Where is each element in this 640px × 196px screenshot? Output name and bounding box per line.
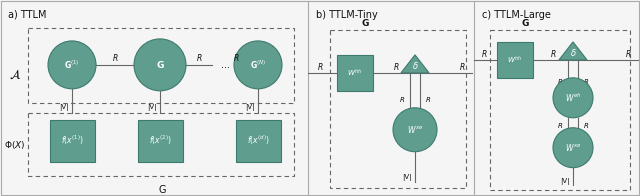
Circle shape <box>134 39 186 91</box>
Text: R: R <box>557 123 563 129</box>
Text: R: R <box>584 79 588 85</box>
Text: R: R <box>460 63 465 72</box>
Text: R: R <box>394 63 399 72</box>
Polygon shape <box>401 55 429 73</box>
Text: $W^{eh}$: $W^{eh}$ <box>564 92 581 104</box>
Text: $W^{xe}$: $W^{xe}$ <box>564 142 581 153</box>
FancyBboxPatch shape <box>337 55 373 91</box>
Text: c) TTLM-Large: c) TTLM-Large <box>482 10 551 20</box>
FancyBboxPatch shape <box>497 42 533 78</box>
FancyBboxPatch shape <box>50 120 95 162</box>
Text: $\mathbf{G}^{(N)}$: $\mathbf{G}^{(N)}$ <box>250 59 266 71</box>
Circle shape <box>553 128 593 168</box>
Text: R: R <box>550 50 556 59</box>
Text: $\mathcal{A}$: $\mathcal{A}$ <box>9 68 21 82</box>
Text: G: G <box>522 19 529 28</box>
Text: $f(x^{(1)})$: $f(x^{(1)})$ <box>61 134 83 147</box>
Text: |V|: |V| <box>561 178 570 185</box>
Text: b) TTLM-Tiny: b) TTLM-Tiny <box>316 10 378 20</box>
Circle shape <box>393 108 437 152</box>
Circle shape <box>48 41 96 89</box>
Text: $W^{hh}$: $W^{hh}$ <box>348 67 363 79</box>
FancyBboxPatch shape <box>236 120 281 162</box>
Text: |V|: |V| <box>246 104 255 111</box>
Text: G: G <box>158 185 166 195</box>
Text: $\delta$: $\delta$ <box>570 47 577 58</box>
Text: R: R <box>113 54 118 63</box>
Text: $W^{hh}$: $W^{hh}$ <box>508 54 523 65</box>
Text: R: R <box>234 54 239 63</box>
Text: R: R <box>196 54 202 63</box>
Text: $\delta$: $\delta$ <box>412 60 419 71</box>
Text: R: R <box>584 123 588 129</box>
Text: ...: ... <box>221 60 230 70</box>
Text: R: R <box>426 97 431 103</box>
FancyBboxPatch shape <box>138 120 183 162</box>
Text: R: R <box>399 97 404 103</box>
Text: G: G <box>362 19 369 28</box>
Text: |V|: |V| <box>60 104 69 111</box>
Text: R: R <box>481 50 486 59</box>
Text: $W^{xe}$: $W^{xe}$ <box>407 124 423 135</box>
Text: |V|: |V| <box>403 174 412 181</box>
Text: $\Phi(X)$: $\Phi(X)$ <box>4 139 26 151</box>
Text: $f(x^{(d)})$: $f(x^{(d)})$ <box>246 134 269 147</box>
Text: R: R <box>557 79 563 85</box>
Text: $\mathbf{G}^{(1)}$: $\mathbf{G}^{(1)}$ <box>64 59 80 71</box>
Text: $f(x^{(2)})$: $f(x^{(2)})$ <box>148 134 172 147</box>
Text: R: R <box>317 63 323 72</box>
Polygon shape <box>559 42 587 60</box>
Circle shape <box>553 78 593 118</box>
Text: a) TTLM: a) TTLM <box>8 10 47 20</box>
Circle shape <box>234 41 282 89</box>
Text: $\mathbf{G}$: $\mathbf{G}$ <box>156 59 164 70</box>
Text: |V|: |V| <box>147 104 157 111</box>
Text: R: R <box>625 50 630 59</box>
